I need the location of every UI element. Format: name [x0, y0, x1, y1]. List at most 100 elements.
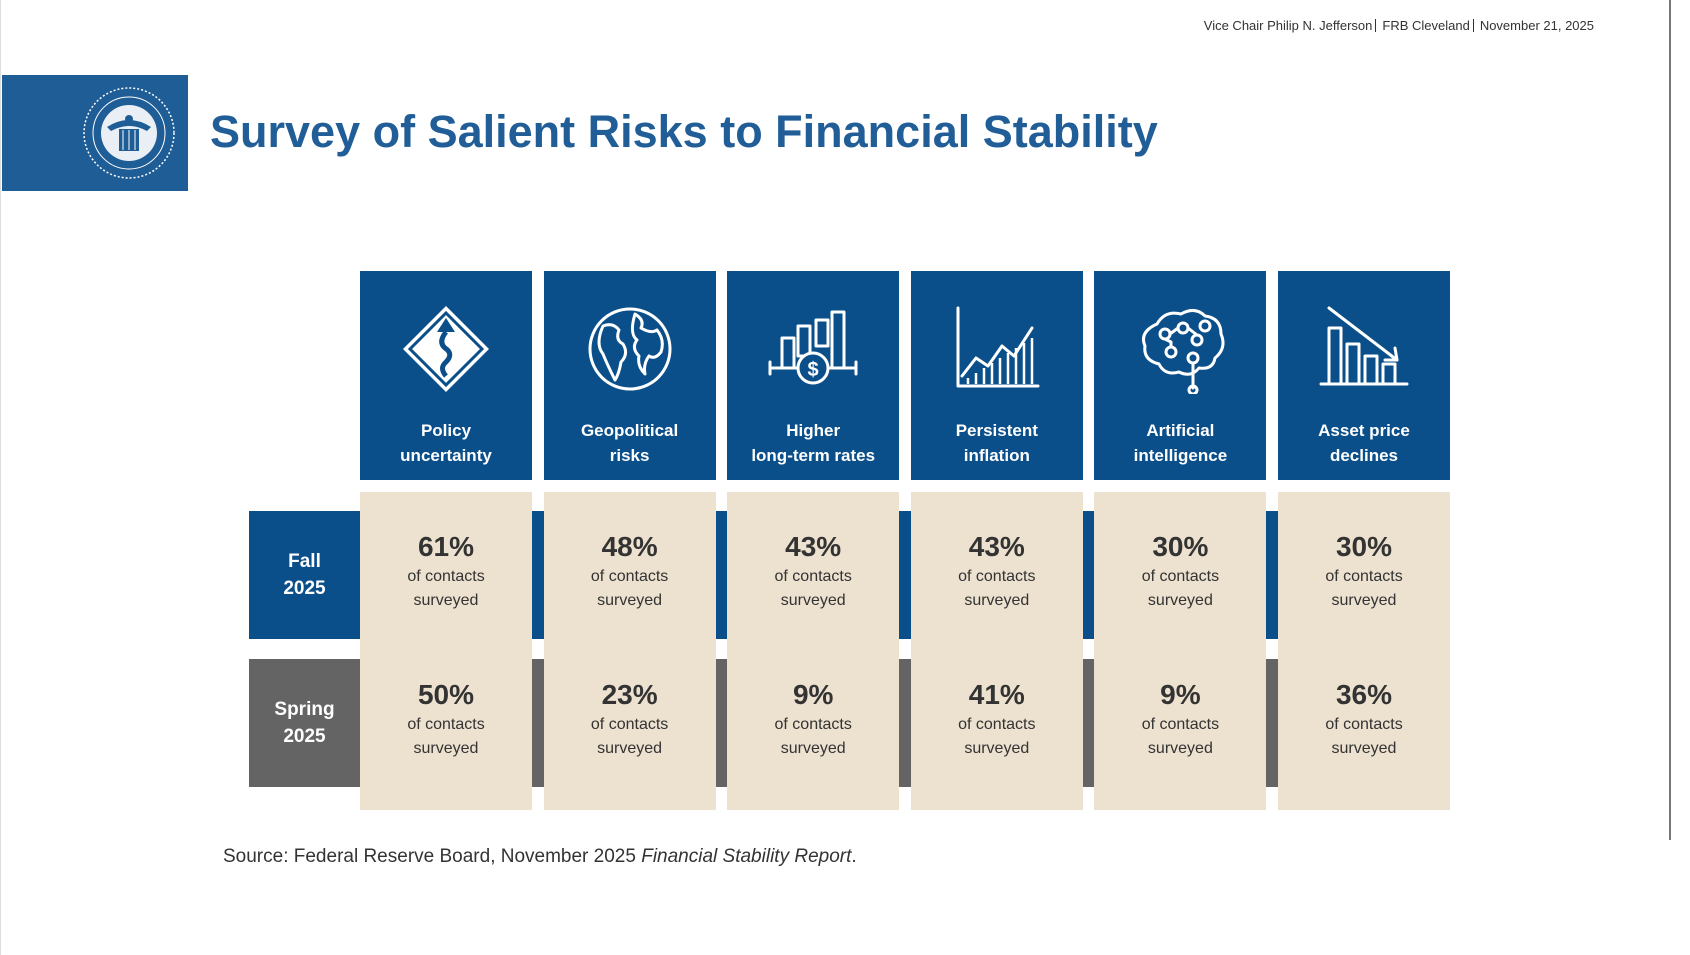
row-label-line: 2025	[283, 726, 326, 747]
row-strip	[899, 511, 911, 639]
risk-label: risks	[609, 446, 650, 465]
row-strip	[1082, 659, 1095, 787]
percent-value: 50%	[417, 679, 475, 710]
value-cell: 9% of contacts surveyed	[727, 659, 899, 787]
value-cell: 41% of contacts surveyed	[911, 659, 1083, 787]
percent-value: 9%	[792, 679, 834, 710]
percent-value: 41%	[968, 679, 1025, 710]
separator	[1472, 19, 1474, 32]
seal	[83, 87, 175, 179]
row-strip	[1266, 659, 1278, 787]
risk-label: Policy	[420, 421, 472, 440]
value-note: of contacts	[958, 568, 1036, 585]
value-note: surveyed	[413, 740, 479, 757]
percent-value: 48%	[601, 531, 658, 562]
row-label-line: Fall	[288, 551, 321, 572]
risk-label: long-term rates	[751, 446, 876, 465]
row-strip	[532, 659, 544, 787]
risk-header: Asset price declines	[1278, 271, 1450, 480]
risk-label: declines	[1329, 446, 1399, 465]
percent-value: 23%	[601, 679, 658, 710]
risk-label: Geopolitical	[580, 421, 679, 440]
cell-background	[360, 492, 532, 810]
risk-header: Artificial intelligence	[1094, 271, 1267, 480]
value-note: surveyed	[1147, 592, 1213, 609]
percent-value: 30%	[1152, 531, 1209, 562]
value-cell: 48% of contacts surveyed	[544, 511, 716, 639]
cell-background	[727, 492, 900, 810]
value-note: surveyed	[597, 740, 663, 757]
risk-label: Persistent	[955, 421, 1038, 440]
row-strip	[899, 659, 911, 787]
risk-label: uncertainty	[400, 446, 492, 465]
row-strip	[1082, 511, 1095, 639]
row-label: Spring 2025	[249, 659, 360, 787]
value-cell: 9% of contacts surveyed	[1094, 659, 1266, 787]
byline-item: FRB Cleveland	[1382, 18, 1470, 33]
risk-icon	[588, 307, 672, 391]
risk-header: Policy uncertainty	[360, 271, 532, 480]
value-note: surveyed	[964, 592, 1030, 609]
risk-label: inflation	[963, 446, 1030, 465]
value-note: of contacts	[590, 716, 669, 733]
risk-icon: $	[768, 310, 858, 385]
risk-label: Artificial	[1146, 421, 1215, 440]
row-strip	[532, 511, 544, 639]
percent-value: 30%	[1335, 531, 1393, 562]
byline-item: Vice Chair Philip N. Jefferson	[1203, 18, 1373, 33]
value-cell: 43% of contacts surveyed	[911, 511, 1083, 639]
percent-value: 9%	[1160, 679, 1201, 710]
logo	[2, 75, 188, 191]
value-note: surveyed	[413, 592, 479, 609]
value-note: of contacts	[958, 716, 1036, 733]
value-cell: 30% of contacts surveyed	[1278, 511, 1450, 639]
value-note: of contacts	[1325, 568, 1403, 585]
risk-icon	[1142, 309, 1225, 394]
value-note: of contacts	[407, 568, 485, 585]
risk-label: Asset price	[1318, 421, 1410, 440]
cell-background	[1094, 492, 1267, 810]
value-note: surveyed	[597, 592, 663, 609]
value-cell: 61% of contacts surveyed	[360, 511, 532, 639]
risk-icon	[956, 306, 1040, 388]
row-label: Fall 2025	[249, 511, 360, 639]
source-title: Financial Stability Report	[641, 846, 852, 867]
value-note: surveyed	[1147, 740, 1213, 757]
risk-label: Higher	[786, 421, 841, 440]
value-note: of contacts	[1141, 716, 1220, 733]
source-text: Source: Federal Reserve Board, November …	[223, 846, 642, 867]
value-note: of contacts	[774, 568, 852, 585]
byline-item: November 21, 2025	[1479, 18, 1594, 33]
source: Source: Federal Reserve Board, November …	[223, 846, 857, 868]
percent-value: 43%	[785, 531, 842, 562]
value-note: surveyed	[964, 740, 1030, 757]
row-label-line: Spring	[274, 699, 335, 720]
border	[0, 0, 1, 955]
value-note: of contacts	[407, 716, 485, 733]
percent-value: 43%	[968, 531, 1025, 562]
row-strip	[1266, 511, 1278, 639]
value-cell: 36% of contacts surveyed	[1278, 659, 1450, 787]
risk-label: intelligence	[1133, 446, 1228, 465]
value-cell: 30% of contacts surveyed	[1094, 511, 1266, 639]
risk-header: Persistent inflation	[910, 271, 1083, 480]
right-rule	[1669, 0, 1671, 840]
value-note: surveyed	[780, 592, 846, 609]
row-label-line: 2025	[283, 578, 326, 599]
value-cell: 23% of contacts surveyed	[544, 659, 716, 787]
value-note: of contacts	[1141, 568, 1220, 585]
risk-header: $ Higher long-term rates	[727, 271, 900, 480]
source-text: .	[851, 846, 857, 867]
risk-icon	[1319, 306, 1409, 386]
value-cell: 50% of contacts surveyed	[360, 659, 532, 787]
cell-background	[910, 492, 1083, 810]
value-note: of contacts	[774, 716, 852, 733]
cell-background	[543, 492, 716, 810]
value-note: surveyed	[780, 740, 846, 757]
value-note: of contacts	[590, 568, 669, 585]
byline: Vice Chair Philip N. Jefferson FRB Cleve…	[1204, 18, 1594, 33]
cell-background	[1278, 492, 1450, 810]
value-cell: 43% of contacts surveyed	[727, 511, 899, 639]
title: Survey of Salient Risks to Financial Sta…	[210, 106, 1158, 157]
